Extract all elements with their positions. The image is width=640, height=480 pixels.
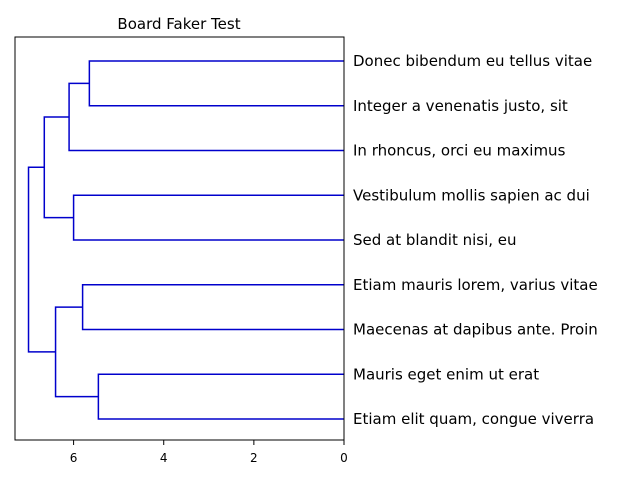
chart-title: Board Faker Test: [117, 15, 240, 33]
leaf-labels: Donec bibendum eu tellus vitae Integer a …: [353, 52, 598, 428]
x-tick-label: 4: [160, 451, 168, 465]
leaf-label: Maecenas at dapibus ante. Proin: [353, 321, 598, 339]
plot-frame: [14, 36, 345, 441]
leaf-label: In rhoncus, orci eu maximus: [353, 142, 566, 160]
x-tick-label: 6: [70, 451, 78, 465]
dendrogram-link-0: [88, 60, 344, 107]
dendrogram-link-6: [54, 306, 99, 398]
leaf-label: Sed at blandit nisi, eu: [353, 231, 517, 249]
x-tick-label: 2: [250, 451, 258, 465]
leaf-label: Integer a venenatis justo, sit: [353, 97, 568, 115]
dendrogram-links: [27, 60, 344, 420]
leaf-label: Mauris eget enim ut erat: [353, 365, 539, 383]
x-axis: 6 4 2 0: [70, 440, 348, 465]
dendrogram-link-2: [81, 284, 344, 331]
dendrogram-link-7: [27, 166, 56, 353]
dendrogram-link-3: [97, 373, 344, 420]
dendrogram-link-1: [72, 194, 344, 241]
leaf-label: Etiam elit quam, congue viverra: [353, 410, 594, 428]
leaf-label: Donec bibendum eu tellus vitae: [353, 52, 592, 70]
leaf-label: Vestibulum mollis sapien ac dui: [353, 186, 590, 204]
leaf-label: Etiam mauris lorem, varius vitae: [353, 276, 598, 294]
x-tick-label: 0: [340, 451, 348, 465]
dendrogram-link-4: [68, 82, 344, 152]
